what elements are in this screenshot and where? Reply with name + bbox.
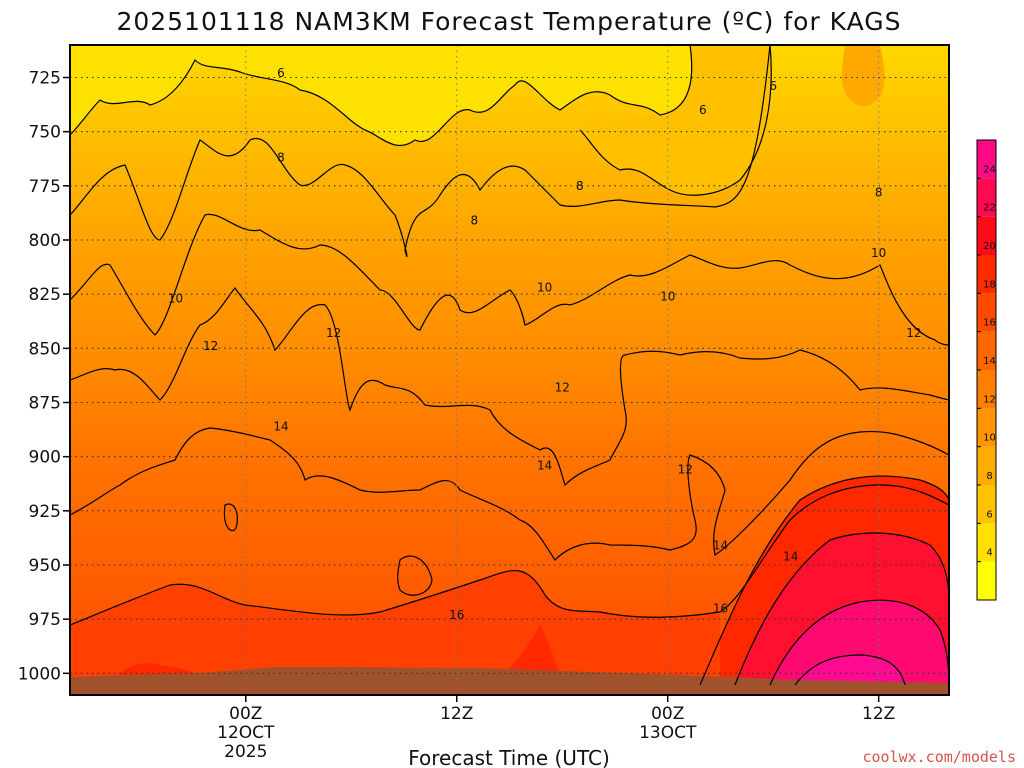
contour-label-8: 10 <box>537 281 552 295</box>
y-tick-label-875: 875 <box>29 394 61 414</box>
contour-14c-island <box>223 503 238 532</box>
contour-14c <box>70 427 949 561</box>
x-axis-label: Forecast Time (UTC) <box>408 746 610 768</box>
chart-title: 2025101118 NAM3KM Forecast Temperature (… <box>116 7 901 36</box>
ground-surface <box>70 667 949 695</box>
y-tick-label-975: 975 <box>29 610 61 630</box>
y-tick-label-925: 925 <box>29 502 61 522</box>
contour-label-11: 12 <box>203 339 218 353</box>
y-tick-label-900: 900 <box>29 448 61 468</box>
x-tick-label-2-2: 13OCT <box>639 723 697 743</box>
colorbar-swatch-24 <box>977 140 996 179</box>
colorbar-swatch-12 <box>977 370 996 409</box>
plot-area: 6668888101010101212121212141414141616202… <box>70 45 949 695</box>
contour-16c <box>70 484 949 626</box>
cold-region-6c-right <box>580 45 772 196</box>
colorbar-swatch-18 <box>977 255 996 294</box>
credit-text: coolwx.com/models <box>862 748 1016 766</box>
plot-frame <box>69 44 950 696</box>
x-tick-label-0-2: 12OCT <box>217 723 275 743</box>
contour-8c <box>70 45 771 258</box>
contour-label-5: 8 <box>576 179 584 193</box>
warm-pocket-top-right <box>841 45 885 106</box>
colorbar-label-8: 8 <box>986 471 992 482</box>
contour-label-14: 12 <box>678 463 693 477</box>
colorbar-swatch-20 <box>977 216 996 255</box>
x-tick-label-0-1: 00Z <box>229 704 262 724</box>
contour-22c <box>769 599 949 686</box>
gridlines <box>70 45 949 695</box>
x-tick-label-0-3: 2025 <box>224 742 267 762</box>
contour-24c <box>794 654 906 686</box>
y-tick-label-1000: 1000 <box>18 664 61 684</box>
colorbar-label-4: 4 <box>986 548 992 559</box>
y-tick-label-725: 725 <box>29 69 61 89</box>
colorbar-label-12: 12 <box>983 394 996 405</box>
y-tick-label-750: 750 <box>29 123 61 143</box>
contour-label-12: 12 <box>326 326 341 340</box>
contour-label-20: 16 <box>449 608 464 622</box>
y-tick-label-850: 850 <box>29 339 61 359</box>
colorbar-swatch-8 <box>977 446 996 485</box>
y-tick-label-775: 775 <box>29 177 61 197</box>
contour-16c-island <box>397 555 433 596</box>
contour-label-15: 12 <box>906 326 921 340</box>
contour-label-0: 6 <box>277 66 285 80</box>
colorbar-swatch-22 <box>977 178 996 217</box>
contour-label-1: 6 <box>699 103 707 117</box>
x-tick-label-3-1: 12Z <box>862 704 895 724</box>
colorbar-label-20: 20 <box>983 241 996 252</box>
colorbar-label-18: 18 <box>983 279 996 290</box>
cold-region-6c-left <box>70 45 692 146</box>
colorbar-swatch-14 <box>977 331 996 370</box>
colorbar-swatch-10 <box>977 408 996 447</box>
colorbar-swatch-2 <box>977 561 996 600</box>
contour-label-18: 14 <box>713 539 728 553</box>
contour-label-9: 10 <box>660 289 675 303</box>
x-tick-label-1-1: 12Z <box>440 704 473 724</box>
contour-label-6: 8 <box>875 185 883 199</box>
contour-label-17: 14 <box>537 458 552 472</box>
contour-label-2: 6 <box>769 79 777 93</box>
colorbar-label-10: 10 <box>983 433 996 444</box>
contour-lines <box>70 45 949 686</box>
warm-region-22c <box>770 600 949 685</box>
contour-18c <box>699 475 949 686</box>
y-tick-label-950: 950 <box>29 556 61 576</box>
x-axis: 00Z12OCT202512Z00Z13OCT12Z00Z14OCT <box>217 695 895 762</box>
y-tick-label-825: 825 <box>29 285 61 305</box>
contour-label-21: 16 <box>713 601 728 615</box>
contour-label-4: 8 <box>471 214 479 228</box>
y-tick-label-800: 800 <box>29 231 61 251</box>
colorbar-label-24: 24 <box>983 164 996 175</box>
contour-10c <box>70 213 949 346</box>
contour-label-19: 14 <box>783 549 798 563</box>
contour-label-3: 8 <box>277 151 285 165</box>
contour-12c <box>70 287 949 487</box>
colorbar: 4 6 8 10 12 14 16 18 20 22 24 <box>976 139 997 601</box>
colorbar-label-16: 16 <box>983 318 996 329</box>
contour-label-7: 10 <box>168 292 183 306</box>
y-axis: 725 750 775 800 825 850 875 900 925 950 975 1000 <box>18 69 70 684</box>
contour-6c <box>70 45 693 146</box>
colorbar-label-22: 22 <box>983 203 996 214</box>
contour-label-16: 14 <box>273 419 288 433</box>
contour-labels: 6668888101010101212121212141414141616202… <box>168 66 922 622</box>
contour-label-10: 10 <box>871 246 886 260</box>
contour-6c-right <box>579 45 772 196</box>
colorbar-label-6: 6 <box>986 509 992 520</box>
contour-20c <box>734 532 949 686</box>
colorbar-swatch-16 <box>977 293 996 332</box>
colorbar-swatch-4 <box>977 523 996 562</box>
contour-label-13: 12 <box>555 380 570 394</box>
colorbar-swatch-6 <box>977 485 996 524</box>
colorbar-label-14: 14 <box>983 356 996 367</box>
warm-region-16c-left <box>70 570 720 685</box>
x-tick-label-2-1: 00Z <box>651 704 684 724</box>
